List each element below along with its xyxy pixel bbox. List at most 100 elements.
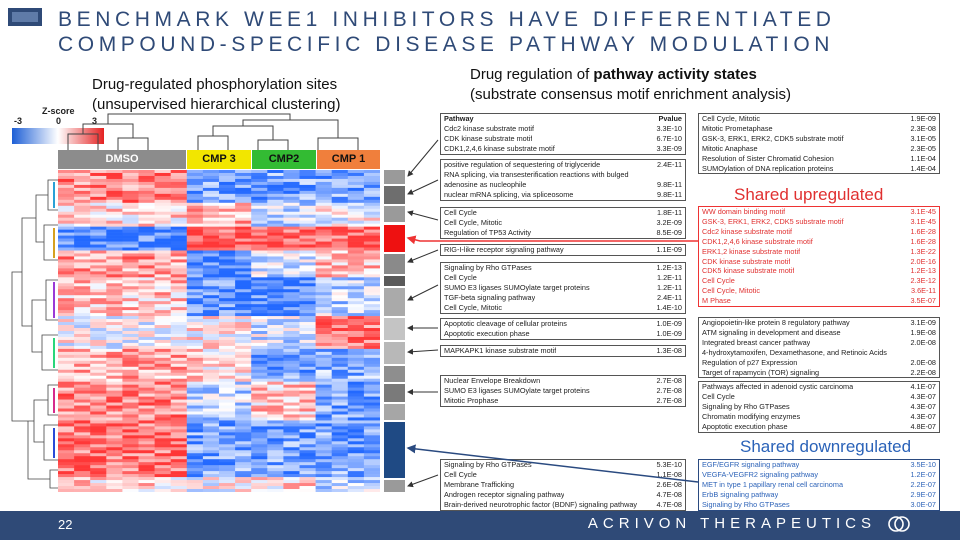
heatmap-cell — [186, 208, 204, 213]
heatmap-cell — [299, 190, 316, 195]
heatmap-cell — [202, 396, 220, 400]
heatmap-cell — [219, 298, 236, 302]
heatmap-cell — [186, 328, 204, 332]
heatmap-cell — [235, 453, 252, 457]
zscore-colorbar — [12, 128, 104, 144]
heatmap-cell — [363, 220, 380, 224]
heatmap-cell — [363, 325, 380, 329]
heatmap-cell — [219, 328, 236, 332]
heatmap-cell — [58, 289, 75, 293]
heatmap-cell — [363, 250, 380, 254]
heatmap-cell — [363, 345, 380, 350]
heatmap-cell — [347, 241, 365, 245]
heatmap-cell — [202, 286, 220, 290]
heatmap-cell — [58, 435, 75, 439]
heatmap-cell — [251, 187, 268, 192]
heatmap-cell — [267, 170, 284, 174]
heatmap-cell — [283, 366, 300, 371]
heatmap-cell — [90, 211, 107, 216]
pathway-pvalue: 1.3E-08 — [656, 346, 682, 355]
heatmap-cell — [74, 462, 91, 466]
heatmap-cell — [235, 432, 252, 436]
pathway-pvalue: 3.3E-10 — [656, 123, 682, 133]
heatmap-cell — [74, 354, 91, 359]
pathway-row: Cell Cycle 4.3E-07 — [699, 392, 939, 402]
heatmap-cell — [347, 375, 365, 379]
heatmap-cell — [170, 235, 188, 239]
heatmap-cell — [202, 432, 220, 436]
heatmap-cell — [170, 354, 188, 359]
heatmap-cell — [90, 217, 107, 221]
pathway-row: CDK kinase substrate motif 2.0E-16 — [699, 257, 939, 267]
heatmap-cell — [106, 202, 123, 207]
heatmap-cell — [299, 211, 316, 216]
heatmap-cell — [74, 199, 91, 204]
heatmap-cell — [299, 354, 316, 359]
heatmap-cell — [347, 202, 365, 207]
heatmap-cell — [74, 250, 91, 254]
heatmap-cell — [74, 319, 91, 323]
heatmap-cell — [299, 462, 316, 466]
heatmap-cell — [154, 193, 171, 198]
heatmap-cell — [267, 378, 284, 382]
heatmap-cell — [347, 331, 365, 335]
heatmap-cell — [186, 483, 204, 487]
heatmap-cell — [90, 390, 107, 394]
heatmap-cell — [251, 363, 268, 368]
heatmap-cell — [363, 268, 380, 272]
heatmap-cell — [202, 220, 220, 224]
heatmap-cell — [315, 280, 332, 284]
heatmap-cell — [251, 417, 268, 421]
heatmap-cell — [363, 223, 380, 227]
heatmap-cell — [347, 286, 365, 290]
heatmap-cell — [202, 217, 220, 221]
heatmap-cell — [219, 351, 236, 356]
heatmap-cell — [58, 462, 75, 466]
heatmap-cell — [74, 453, 91, 457]
heatmap-cell — [251, 384, 268, 388]
heatmap-cell — [154, 190, 171, 195]
heatmap-cell — [186, 304, 204, 308]
pathway-row: Signaling by Rho GTPases 1.2E-13 — [441, 263, 685, 273]
heatmap-cell — [267, 232, 284, 236]
heatmap-cell — [202, 196, 220, 201]
heatmap-cell — [74, 489, 91, 492]
heatmap-cell — [170, 304, 188, 308]
heatmap-cell — [58, 301, 75, 305]
pathway-row: M Phase 3.5E-07 — [699, 296, 939, 306]
heatmap-cell — [347, 181, 365, 186]
heatmap-cell — [202, 316, 220, 320]
heatmap-cell — [154, 226, 171, 230]
heatmap-cell — [299, 244, 316, 248]
heatmap-cell — [170, 271, 188, 275]
heatmap-cell — [138, 474, 155, 478]
heatmap-cell — [299, 339, 316, 344]
heatmap-cell — [331, 250, 349, 254]
heatmap-cell — [283, 390, 300, 394]
heatmap-cell — [154, 354, 171, 359]
cluster-bar-10 — [384, 366, 405, 382]
heatmap-cell — [267, 208, 284, 213]
heatmap-cell — [219, 223, 236, 227]
heatmap-cell — [331, 411, 349, 415]
heatmap-cell — [138, 268, 155, 272]
heatmap-cell — [235, 456, 252, 460]
heatmap-cell — [251, 316, 268, 320]
heatmap-cell — [58, 184, 75, 189]
heatmap-cell — [283, 289, 300, 293]
heatmap-cell — [251, 211, 268, 216]
heatmap-cell — [186, 456, 204, 460]
heatmap-cell — [299, 289, 316, 293]
heatmap-cell — [347, 259, 365, 263]
heatmap-cell — [122, 304, 139, 308]
heatmap-cell — [154, 456, 171, 460]
heatmap-cell — [331, 402, 349, 406]
heatmap-cell — [315, 202, 332, 207]
heatmap-cell — [138, 298, 155, 302]
heatmap-cell — [106, 420, 123, 424]
heatmap-cell — [106, 489, 123, 492]
heatmap-cell — [58, 265, 75, 269]
heatmap-cell — [138, 241, 155, 245]
heatmap-cell — [267, 229, 284, 233]
heatmap-cell — [90, 253, 107, 257]
